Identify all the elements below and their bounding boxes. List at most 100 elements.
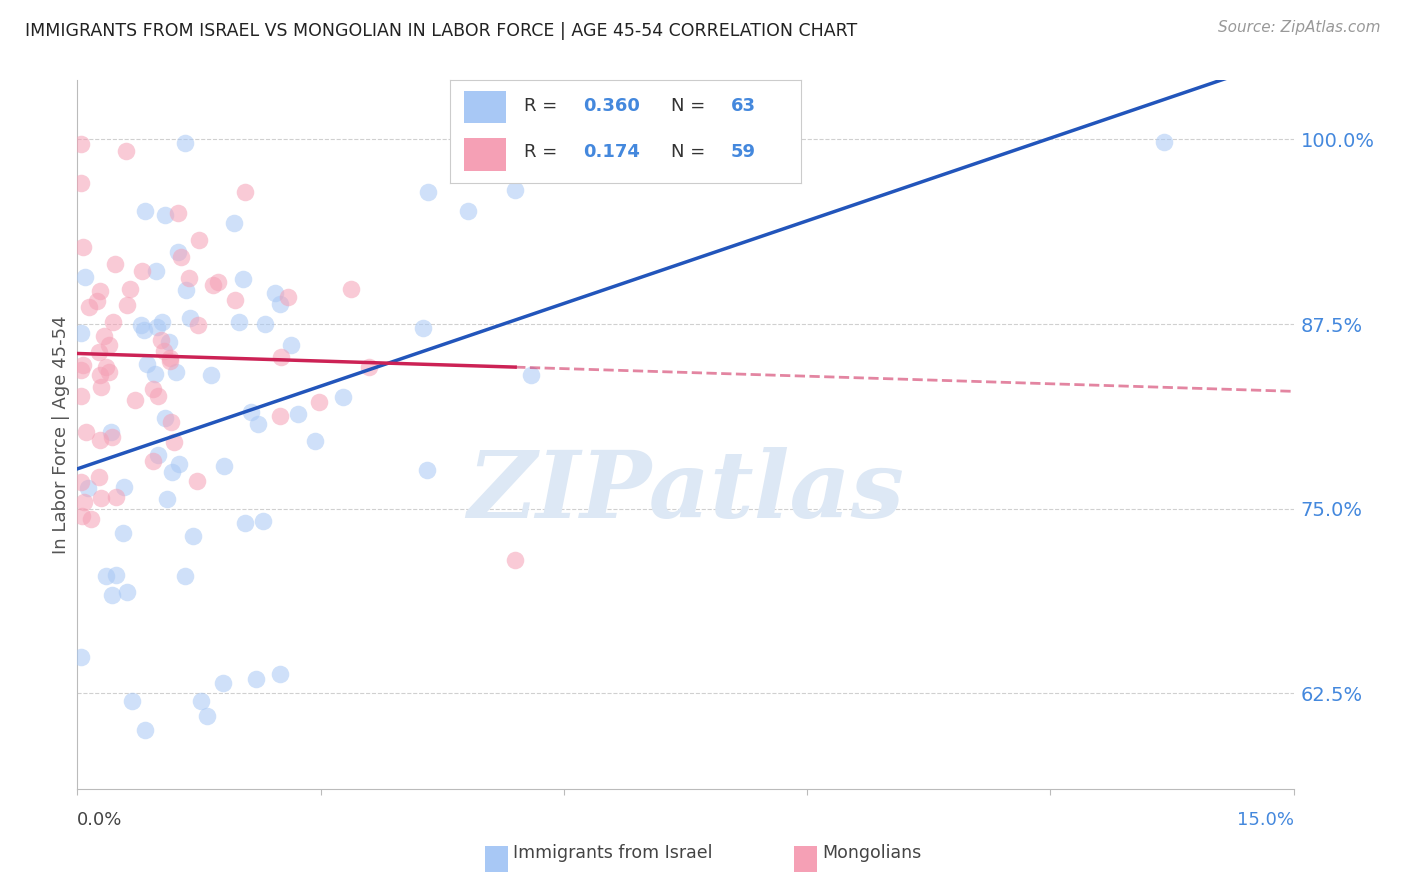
Point bbox=[195, 708, 218, 723]
Point bbox=[77, 481, 100, 495]
Point bbox=[332, 390, 354, 404]
Point bbox=[1153, 136, 1175, 150]
Point bbox=[146, 319, 169, 334]
Point bbox=[232, 271, 254, 285]
Point bbox=[228, 315, 250, 329]
Text: 0.360: 0.360 bbox=[583, 97, 640, 115]
Point bbox=[212, 676, 235, 690]
Point bbox=[111, 526, 134, 541]
Point bbox=[170, 250, 193, 264]
Text: Immigrants from Israel: Immigrants from Israel bbox=[513, 844, 713, 862]
Text: IMMIGRANTS FROM ISRAEL VS MONGOLIAN IN LABOR FORCE | AGE 45-54 CORRELATION CHART: IMMIGRANTS FROM ISRAEL VS MONGOLIAN IN L… bbox=[25, 22, 858, 40]
Point bbox=[89, 470, 111, 484]
Point bbox=[304, 434, 326, 448]
Point bbox=[233, 185, 256, 199]
Point bbox=[101, 430, 124, 444]
Point bbox=[174, 283, 197, 297]
Point bbox=[270, 350, 292, 364]
Point bbox=[457, 204, 479, 219]
Point bbox=[97, 337, 120, 351]
Point bbox=[167, 457, 190, 471]
Text: 59: 59 bbox=[731, 143, 756, 161]
Text: N =: N = bbox=[672, 143, 711, 161]
Point bbox=[75, 269, 97, 284]
Point bbox=[72, 240, 94, 254]
Point bbox=[163, 434, 186, 449]
Point bbox=[177, 270, 200, 285]
Point bbox=[90, 380, 112, 394]
Point bbox=[72, 358, 94, 372]
Point bbox=[222, 216, 245, 230]
Point bbox=[159, 354, 181, 368]
Point bbox=[115, 585, 138, 599]
Point bbox=[269, 297, 291, 311]
Point bbox=[165, 365, 187, 379]
Point bbox=[136, 357, 159, 371]
Text: ZIPatlas: ZIPatlas bbox=[467, 447, 904, 537]
Point bbox=[269, 667, 291, 681]
Point bbox=[224, 293, 246, 308]
Text: R =: R = bbox=[524, 97, 562, 115]
Point bbox=[70, 362, 93, 376]
Text: 15.0%: 15.0% bbox=[1236, 811, 1294, 829]
Point bbox=[145, 263, 167, 277]
Point bbox=[89, 368, 111, 382]
Point bbox=[75, 425, 97, 439]
Text: 0.0%: 0.0% bbox=[77, 811, 122, 829]
Point bbox=[357, 359, 380, 374]
Point bbox=[115, 298, 138, 312]
Point bbox=[142, 383, 165, 397]
Point bbox=[70, 475, 93, 489]
Text: N =: N = bbox=[672, 97, 711, 115]
Point bbox=[89, 433, 111, 447]
Point bbox=[416, 463, 439, 477]
Point bbox=[121, 694, 143, 708]
Point bbox=[96, 569, 118, 583]
Text: R =: R = bbox=[524, 143, 562, 161]
Point bbox=[416, 185, 439, 199]
Point bbox=[143, 367, 166, 381]
Point bbox=[104, 257, 127, 271]
Point bbox=[89, 284, 111, 298]
Point bbox=[89, 345, 111, 359]
Point bbox=[503, 183, 526, 197]
Point bbox=[73, 495, 96, 509]
Point bbox=[520, 368, 543, 383]
Point bbox=[269, 409, 291, 423]
Point bbox=[160, 465, 183, 479]
Point bbox=[212, 458, 235, 473]
Point bbox=[90, 491, 112, 505]
Text: 0.174: 0.174 bbox=[583, 143, 640, 161]
Point bbox=[100, 425, 122, 439]
Point bbox=[132, 323, 155, 337]
Point bbox=[103, 315, 125, 329]
Point bbox=[186, 475, 208, 489]
Point bbox=[277, 290, 299, 304]
Point bbox=[159, 351, 181, 366]
Point bbox=[94, 359, 117, 374]
Point bbox=[167, 244, 190, 259]
Point bbox=[200, 368, 222, 383]
Point bbox=[188, 233, 211, 247]
Point bbox=[134, 203, 156, 218]
Point bbox=[79, 300, 101, 314]
Point bbox=[503, 553, 526, 567]
Point bbox=[105, 491, 128, 505]
Point bbox=[153, 344, 176, 359]
Point bbox=[70, 136, 93, 151]
Point bbox=[156, 491, 179, 506]
Point bbox=[155, 411, 177, 425]
Point bbox=[146, 388, 169, 402]
Point bbox=[150, 315, 173, 329]
Point bbox=[174, 136, 197, 151]
Point bbox=[153, 208, 176, 222]
Point bbox=[86, 294, 108, 309]
Point bbox=[115, 145, 138, 159]
Point bbox=[124, 393, 146, 408]
Point bbox=[129, 318, 152, 332]
Point bbox=[70, 326, 93, 340]
Point bbox=[179, 311, 201, 326]
Point bbox=[240, 405, 263, 419]
Point bbox=[70, 389, 93, 403]
Point bbox=[253, 318, 276, 332]
